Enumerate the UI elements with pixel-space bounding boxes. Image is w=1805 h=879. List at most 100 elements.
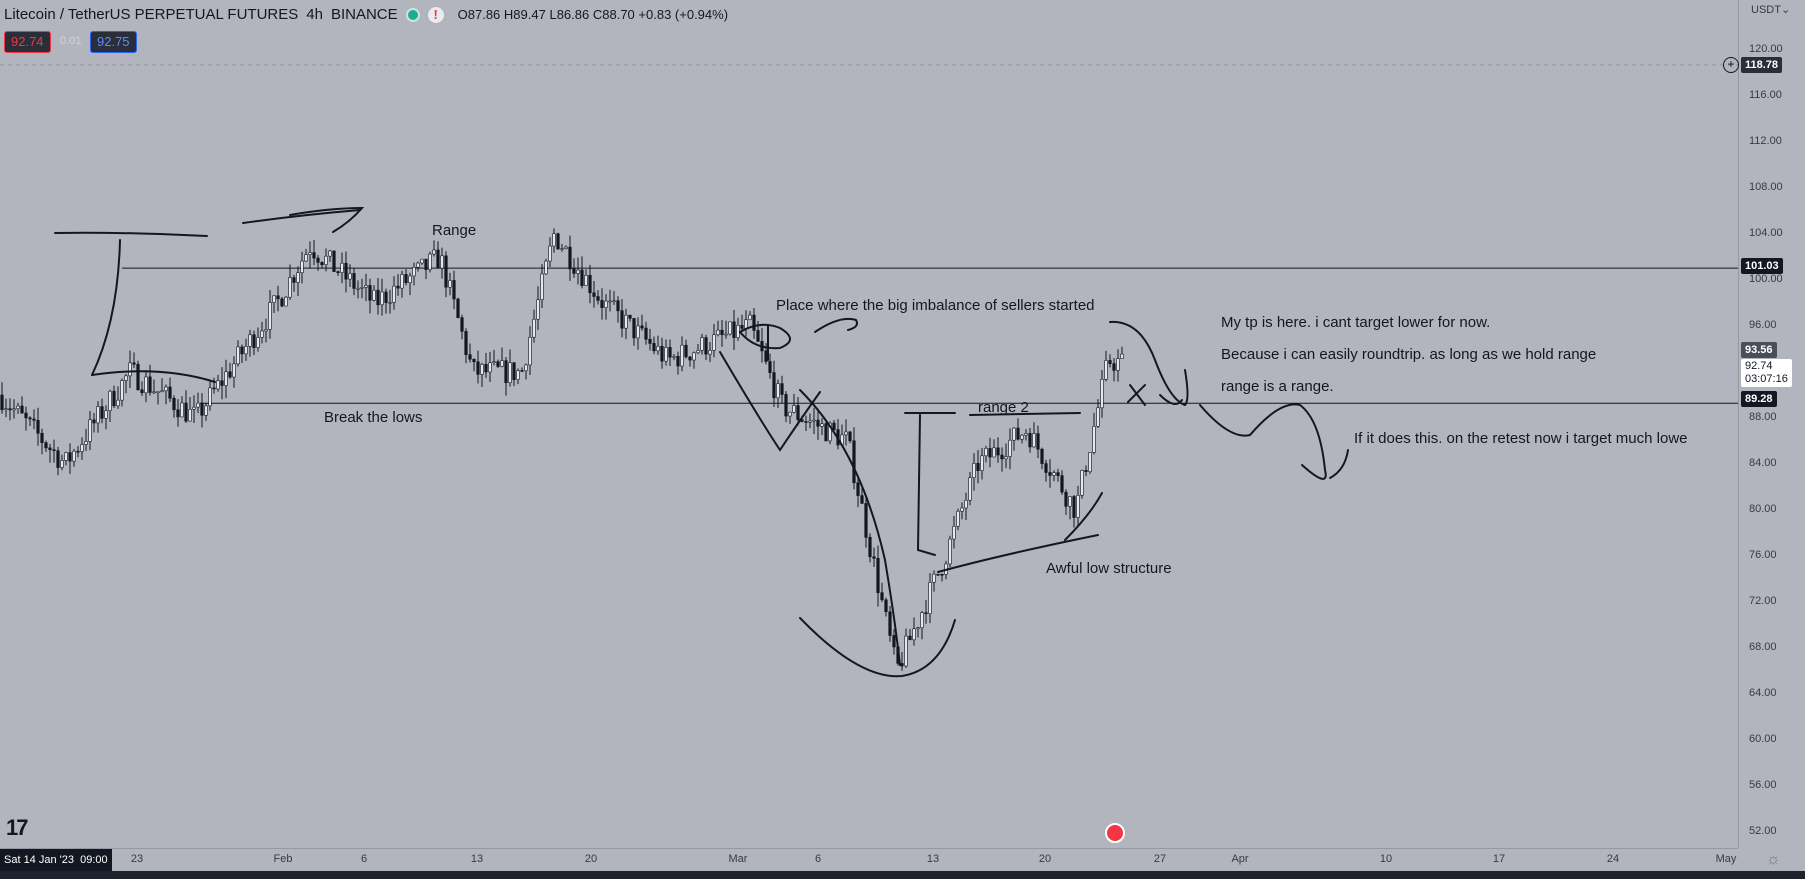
annotation-range[interactable]: Range (432, 222, 477, 239)
candle (0, 382, 4, 414)
candle (260, 321, 264, 344)
annotation-awful-low[interactable]: Awful low structure (1046, 560, 1172, 577)
candle (1048, 459, 1052, 488)
level-label-high[interactable]: 101.03 (1741, 258, 1783, 274)
flag-event-icon[interactable] (1105, 823, 1125, 843)
candle (892, 629, 896, 655)
candle (456, 297, 460, 319)
drawing-stroke (1127, 384, 1146, 406)
annotation-tp[interactable]: My tp is here. i cant target lower for n… (1221, 314, 1491, 331)
time-axis[interactable]: 23 Feb 6 13 20 Mar 6 13 20 27 Apr 10 17 24 May Sat 14 … (0, 848, 1781, 872)
level-label-low[interactable]: 89.28 (1741, 391, 1777, 407)
market-status-icon[interactable] (405, 7, 420, 22)
price-tick: 80.00 (1749, 503, 1777, 515)
annotation-break-lows[interactable]: Break the lows (324, 409, 423, 426)
ohlc-low: L86.86 (549, 7, 590, 22)
alert-price-label[interactable]: 118.78 (1741, 57, 1783, 73)
annotation-range-2[interactable]: range 2 (978, 399, 1029, 416)
candle (744, 310, 748, 337)
chart-area[interactable]: Litecoin / TetherUS PERPETUAL FUTURES 4h… (0, 0, 1738, 848)
chart-canvas[interactable] (0, 0, 1738, 848)
annotation-retest[interactable]: If it does this. on the retest now i tar… (1354, 430, 1688, 447)
candle (732, 310, 736, 350)
candle (180, 396, 184, 418)
candle (1088, 451, 1092, 474)
symbol-name[interactable]: Litecoin / TetherUS PERPETUAL FUTURES (4, 6, 299, 23)
candle (1040, 447, 1044, 470)
candle (708, 342, 712, 363)
candle (176, 399, 180, 427)
candle (620, 299, 624, 338)
candle (788, 411, 792, 424)
candle (592, 280, 596, 308)
ohlc-close: C88.70 (592, 7, 635, 22)
candle (912, 617, 916, 646)
candle (436, 241, 440, 269)
drawing-stroke (937, 534, 1099, 573)
candle (84, 428, 88, 451)
candle (164, 384, 168, 405)
candle (568, 235, 572, 281)
currency-selector[interactable]: USDT⌄ (1751, 4, 1791, 16)
drawing-stroke (91, 239, 121, 376)
annotation-range-is[interactable]: range is a range. (1221, 378, 1334, 395)
candle (824, 419, 828, 442)
candle (924, 600, 928, 624)
candle (24, 406, 28, 431)
candle (820, 418, 824, 435)
price-tick: 112.00 (1749, 135, 1782, 147)
exclamation-icon[interactable]: ! (427, 6, 444, 23)
annotation-roundtrip[interactable]: Because i can easily roundtrip. as long … (1221, 346, 1597, 363)
candle (712, 323, 716, 358)
time-tick: Mar (728, 853, 748, 865)
drawing-stroke (916, 414, 936, 556)
candle (632, 318, 636, 346)
candle (964, 492, 968, 521)
chart-header: Litecoin / TetherUS PERPETUAL FUTURES 4h… (4, 6, 728, 23)
candle (132, 352, 136, 369)
candle (232, 356, 236, 388)
candle (1076, 485, 1080, 526)
candle (504, 357, 508, 396)
candle (348, 264, 352, 288)
interval[interactable]: 4h (306, 6, 323, 23)
add-alert-icon[interactable]: + (1723, 57, 1739, 73)
price-axis[interactable]: USDT⌄ 120.00 116.00 112.00 108.00 104.00 100.… (1723, 0, 1805, 848)
candle (292, 274, 296, 292)
candle (332, 250, 336, 272)
candle (300, 251, 304, 284)
price-tick: 56.00 (1749, 779, 1777, 791)
price-tick: 100.00 (1749, 273, 1783, 285)
candle (160, 378, 164, 393)
bottom-toolbar (0, 871, 1805, 879)
candle (536, 286, 540, 330)
candle (500, 347, 504, 368)
sell-price-button[interactable]: 92.74 (4, 31, 51, 53)
candle (900, 651, 904, 671)
candle (88, 411, 92, 451)
candle (228, 362, 232, 379)
candle (100, 398, 104, 424)
candle (520, 367, 524, 372)
annotation-imbalance[interactable]: Place where the big imbalance of sellers… (776, 297, 1095, 314)
candle (668, 339, 672, 367)
drawing-stroke (969, 412, 1081, 416)
candle (448, 272, 452, 296)
candle (688, 356, 692, 367)
time-tick: May (1715, 853, 1737, 865)
candle (1100, 369, 1104, 418)
settings-gear-icon[interactable]: ☼ (1766, 851, 1781, 868)
buy-price-button[interactable]: 92.75 (90, 31, 137, 53)
candle (296, 266, 300, 297)
candle (792, 393, 796, 414)
candle (124, 373, 128, 394)
time-tick: 6 (360, 853, 368, 865)
candle (608, 289, 612, 312)
tradingview-logo[interactable]: 17 (6, 815, 29, 840)
candle (1072, 495, 1076, 528)
candle (1012, 427, 1016, 451)
candle (116, 386, 120, 409)
candle (28, 416, 32, 427)
candle (356, 280, 360, 299)
candle (684, 339, 688, 359)
